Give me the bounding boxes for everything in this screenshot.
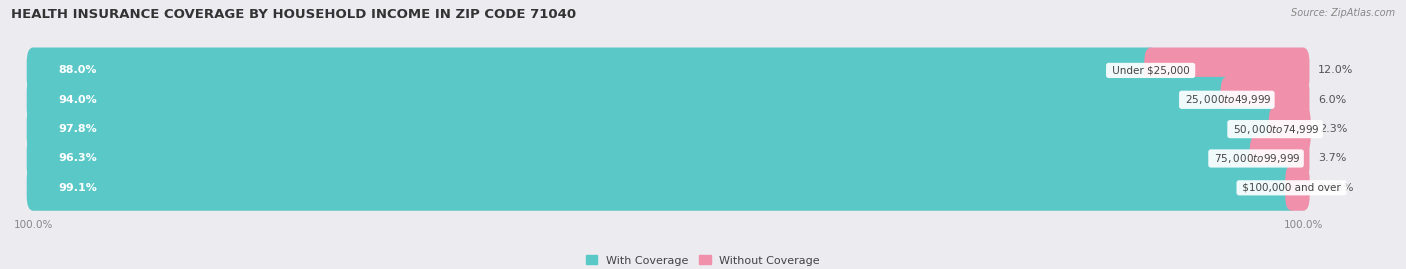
Text: 96.3%: 96.3%	[59, 154, 97, 164]
FancyBboxPatch shape	[27, 136, 1309, 181]
Text: 6.0%: 6.0%	[1319, 95, 1347, 105]
Text: 12.0%: 12.0%	[1319, 65, 1354, 75]
Text: $50,000 to $74,999: $50,000 to $74,999	[1230, 123, 1320, 136]
FancyBboxPatch shape	[1144, 48, 1309, 93]
FancyBboxPatch shape	[1220, 77, 1309, 123]
Text: 0.92%: 0.92%	[1319, 183, 1354, 193]
Text: $25,000 to $49,999: $25,000 to $49,999	[1181, 93, 1272, 106]
Text: HEALTH INSURANCE COVERAGE BY HOUSEHOLD INCOME IN ZIP CODE 71040: HEALTH INSURANCE COVERAGE BY HOUSEHOLD I…	[11, 8, 576, 21]
Text: 88.0%: 88.0%	[59, 65, 97, 75]
Text: 94.0%: 94.0%	[59, 95, 97, 105]
Text: Source: ZipAtlas.com: Source: ZipAtlas.com	[1291, 8, 1395, 18]
FancyBboxPatch shape	[27, 165, 1298, 211]
FancyBboxPatch shape	[27, 165, 1309, 211]
FancyBboxPatch shape	[27, 106, 1281, 152]
Text: Under $25,000: Under $25,000	[1109, 65, 1192, 75]
FancyBboxPatch shape	[27, 77, 1309, 123]
Text: $100,000 and over: $100,000 and over	[1239, 183, 1344, 193]
FancyBboxPatch shape	[27, 48, 1309, 93]
Text: 3.7%: 3.7%	[1319, 154, 1347, 164]
FancyBboxPatch shape	[27, 136, 1263, 181]
Text: 2.3%: 2.3%	[1320, 124, 1348, 134]
FancyBboxPatch shape	[1268, 106, 1310, 152]
FancyBboxPatch shape	[27, 106, 1309, 152]
FancyBboxPatch shape	[27, 77, 1233, 123]
Text: 99.1%: 99.1%	[59, 183, 97, 193]
FancyBboxPatch shape	[1250, 136, 1309, 181]
Text: 97.8%: 97.8%	[59, 124, 97, 134]
Text: $75,000 to $99,999: $75,000 to $99,999	[1211, 152, 1301, 165]
FancyBboxPatch shape	[1285, 165, 1309, 211]
Legend: With Coverage, Without Coverage: With Coverage, Without Coverage	[586, 256, 820, 266]
FancyBboxPatch shape	[27, 48, 1157, 93]
